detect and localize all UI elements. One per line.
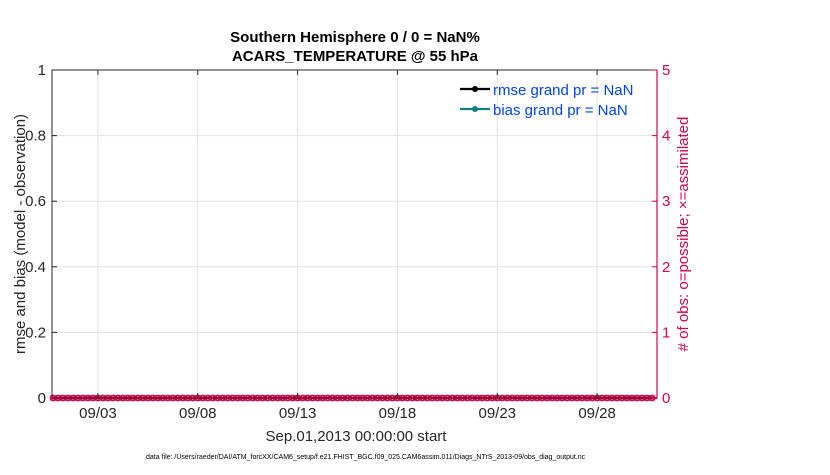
legend-marker-bias	[472, 106, 478, 112]
y-axis-label-right: # of obs: o=possible; ×=assimilated	[675, 117, 692, 352]
legend-label-rmse: rmse grand pr = NaN	[493, 82, 633, 99]
x-axis-label: Sep.01,2013 00:00:00 start	[266, 428, 448, 445]
legend-marker-rmse	[472, 86, 478, 92]
ticks: 09/03 09/08 09/13 09/18 09/23 09/28 0 0.2 0.4 0.6…	[25, 62, 670, 422]
y-tick-label-right: 2	[662, 259, 670, 276]
y-tick-label-left: 1	[38, 62, 46, 79]
y-tick-label-left: 0.2	[25, 324, 46, 341]
y-tick-label-right: 5	[662, 62, 670, 79]
chart-title-line-1: Southern Hemisphere 0 / 0 = NaN%	[230, 29, 480, 46]
grid	[52, 70, 657, 398]
y-tick-label-right: 0	[662, 390, 670, 407]
y-tick-label-right: 4	[662, 128, 670, 145]
y-tick-label-left: 0	[38, 390, 46, 407]
y-axis-label-left: rmse and bias (model - observation)	[12, 114, 29, 354]
plot-area	[51, 69, 658, 399]
legend-label-bias: bias grand pr = NaN	[493, 102, 628, 119]
x-tick-label: 09/23	[478, 405, 516, 422]
x-tick-label: 09/28	[578, 405, 616, 422]
y-tick-label-left: 0.4	[25, 259, 46, 276]
legend: rmse grand pr = NaN bias grand pr = NaN	[460, 82, 633, 119]
x-tick-label: 09/18	[379, 405, 417, 422]
x-tick-label: 09/13	[279, 405, 317, 422]
x-tick-label: 09/03	[79, 405, 117, 422]
y-tick-label-left: 0.8	[25, 128, 46, 145]
y-tick-label-left: 0.6	[25, 193, 46, 210]
y-tick-label-right: 1	[662, 324, 670, 341]
y-tick-label-right: 3	[662, 193, 670, 210]
footer-data-file: data file: /Users/raeder/DAI/ATM_forcXX/…	[146, 454, 586, 461]
x-tick-label: 09/08	[179, 405, 217, 422]
chart-title-line-2: ACARS_TEMPERATURE @ 55 hPa	[232, 48, 479, 65]
